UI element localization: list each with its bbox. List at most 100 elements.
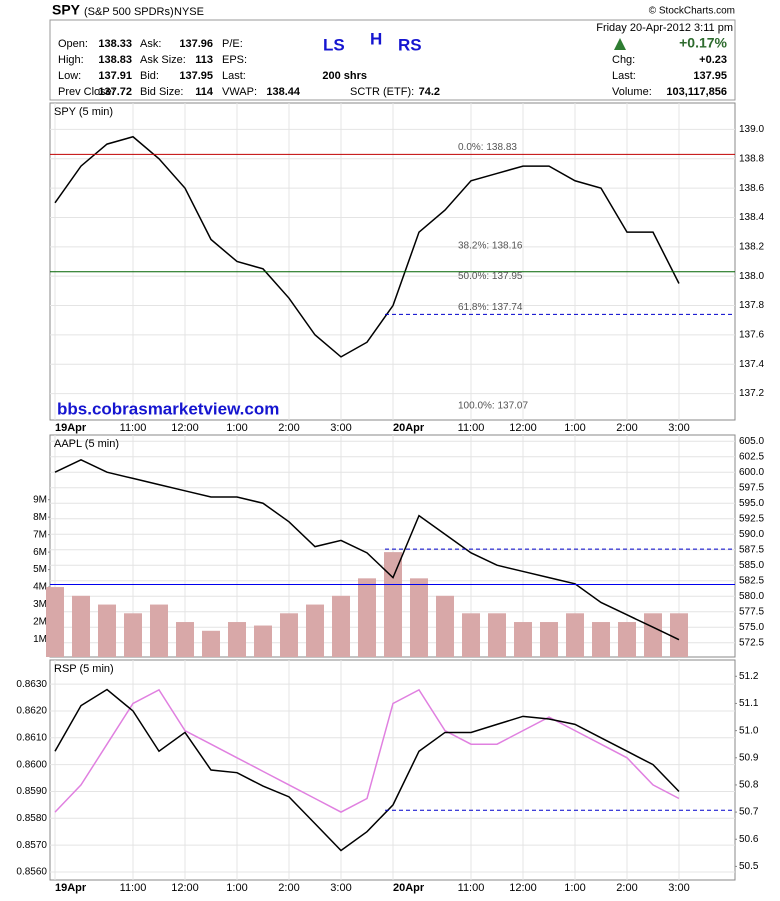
summary-label: Chg: bbox=[612, 54, 635, 66]
summary-value: 103,117,856 bbox=[666, 86, 727, 98]
volume-bar bbox=[124, 613, 142, 657]
y-tick-label: 6M bbox=[33, 547, 47, 558]
fib-label: 38.2%: 138.16 bbox=[458, 240, 523, 251]
quote-value: 138.33 bbox=[98, 38, 132, 50]
fib-label: 61.8%: 137.74 bbox=[458, 302, 523, 313]
x-tick-label: 11:00 bbox=[120, 422, 147, 434]
y-tick-label: 597.5 bbox=[739, 482, 764, 493]
volume-bar bbox=[202, 630, 220, 657]
y-tick-label: 9M bbox=[33, 494, 47, 505]
quote-label: Ask Size: bbox=[140, 54, 186, 66]
y-tick-label: 592.5 bbox=[739, 513, 764, 524]
quote-value: 138.44 bbox=[266, 86, 301, 98]
volume-bar bbox=[514, 622, 532, 657]
x-tick-label: 11:00 bbox=[458, 422, 485, 434]
y-tick-label: 572.5 bbox=[739, 637, 764, 648]
x-tick-label: 2:00 bbox=[278, 422, 299, 434]
change-pct: +0.17% bbox=[679, 35, 727, 51]
y-tick-label: 0.8590 bbox=[16, 786, 47, 797]
panel-title: RSP (5 min) bbox=[54, 663, 114, 675]
y-tick-label: 137.4 bbox=[739, 359, 764, 370]
volume-bar bbox=[150, 604, 168, 657]
source: © StockCharts.com bbox=[649, 6, 735, 17]
quote-label: Low: bbox=[58, 70, 81, 82]
y-tick-label: 50.9 bbox=[739, 752, 759, 763]
x-tick-label: 11:00 bbox=[120, 882, 147, 894]
volume-bar bbox=[358, 578, 376, 657]
y-tick-label: 139.0 bbox=[739, 124, 764, 135]
x-tick-label: 1:00 bbox=[226, 422, 247, 434]
panel-title: AAPL (5 min) bbox=[54, 438, 119, 450]
x-tick-label: 11:00 bbox=[458, 882, 485, 894]
y-tick-label: 51.1 bbox=[739, 698, 759, 709]
x-tick-label: 20Apr bbox=[393, 882, 425, 894]
x-tick-label: 12:00 bbox=[171, 422, 199, 434]
y-tick-label: 50.7 bbox=[739, 807, 759, 818]
x-tick-label: 19Apr bbox=[55, 882, 87, 894]
y-tick-label: 0.8560 bbox=[16, 867, 47, 878]
volume-bar bbox=[670, 613, 688, 657]
y-tick-label: 587.5 bbox=[739, 544, 764, 555]
volume-bar bbox=[462, 613, 480, 657]
y-tick-label: 580.0 bbox=[739, 591, 764, 602]
volume-bar bbox=[644, 613, 662, 657]
volume-bar bbox=[46, 587, 64, 657]
x-tick-label: 19Apr bbox=[55, 422, 87, 434]
y-tick-label: 0.8630 bbox=[16, 679, 47, 690]
y-tick-label: 582.5 bbox=[739, 575, 764, 586]
y-tick-label: 577.5 bbox=[739, 606, 764, 617]
y-tick-label: 5M bbox=[33, 564, 47, 575]
price-line bbox=[54, 688, 680, 852]
y-tick-label: 138.4 bbox=[739, 212, 764, 223]
price-line bbox=[54, 688, 680, 813]
x-tick-label: 1:00 bbox=[226, 882, 247, 894]
volume-bar bbox=[540, 622, 558, 657]
volume-bar bbox=[436, 595, 454, 657]
summary-label: Volume: bbox=[612, 86, 652, 98]
y-tick-label: 50.8 bbox=[739, 780, 759, 791]
y-tick-label: 4M bbox=[33, 582, 47, 593]
y-tick-label: 8M bbox=[33, 512, 47, 523]
fib-label: 50.0%: 137.95 bbox=[458, 271, 523, 282]
quote-value: 137.95 bbox=[179, 70, 213, 82]
volume-bar bbox=[280, 613, 298, 657]
y-tick-label: 0.8600 bbox=[16, 759, 47, 770]
quote-label: EPS: bbox=[222, 54, 247, 66]
y-tick-label: 138.6 bbox=[739, 183, 764, 194]
y-tick-label: 137.6 bbox=[739, 330, 764, 341]
summary-value: 137.95 bbox=[693, 70, 727, 82]
y-tick-label: 0.8620 bbox=[16, 706, 47, 717]
volume-bar bbox=[592, 622, 610, 657]
quote-label: Bid Size: bbox=[140, 86, 183, 98]
y-tick-label: 595.0 bbox=[739, 498, 764, 509]
volume-bar bbox=[254, 625, 272, 657]
volume-bar bbox=[176, 622, 194, 657]
quote-value: 114 bbox=[195, 86, 214, 98]
y-tick-label: 138.2 bbox=[739, 241, 764, 252]
pattern-mark: LS bbox=[323, 35, 345, 54]
quote-value: 138.83 bbox=[98, 54, 132, 66]
volume-bar bbox=[488, 613, 506, 657]
y-tick-label: 50.6 bbox=[739, 834, 759, 845]
x-tick-label: 12:00 bbox=[171, 882, 199, 894]
quote-label: Ask: bbox=[140, 38, 161, 50]
quote-value: 137.72 bbox=[98, 86, 132, 98]
quote-value: 200 shrs bbox=[322, 70, 367, 82]
y-tick-label: 137.2 bbox=[739, 388, 764, 399]
y-tick-label: 602.5 bbox=[739, 451, 764, 462]
y-tick-label: 138.8 bbox=[739, 153, 764, 164]
date: Friday 20-Apr-2012 3:11 pm bbox=[596, 22, 733, 34]
quote-label: VWAP: bbox=[222, 86, 257, 98]
volume-bar bbox=[332, 595, 350, 657]
y-tick-label: 50.5 bbox=[739, 861, 759, 872]
pattern-mark: H bbox=[370, 29, 382, 48]
volume-bar bbox=[384, 552, 402, 657]
panel-title: SPY (5 min) bbox=[54, 106, 113, 118]
quote-value: 74.2 bbox=[419, 86, 440, 98]
y-tick-label: 138.0 bbox=[739, 271, 764, 282]
y-tick-label: 585.0 bbox=[739, 560, 764, 571]
y-tick-label: 600.0 bbox=[739, 467, 764, 478]
y-tick-label: 1M bbox=[33, 634, 47, 645]
symbol-name: (S&P 500 SPDRs) bbox=[84, 6, 174, 18]
quote-box bbox=[49, 19, 736, 101]
